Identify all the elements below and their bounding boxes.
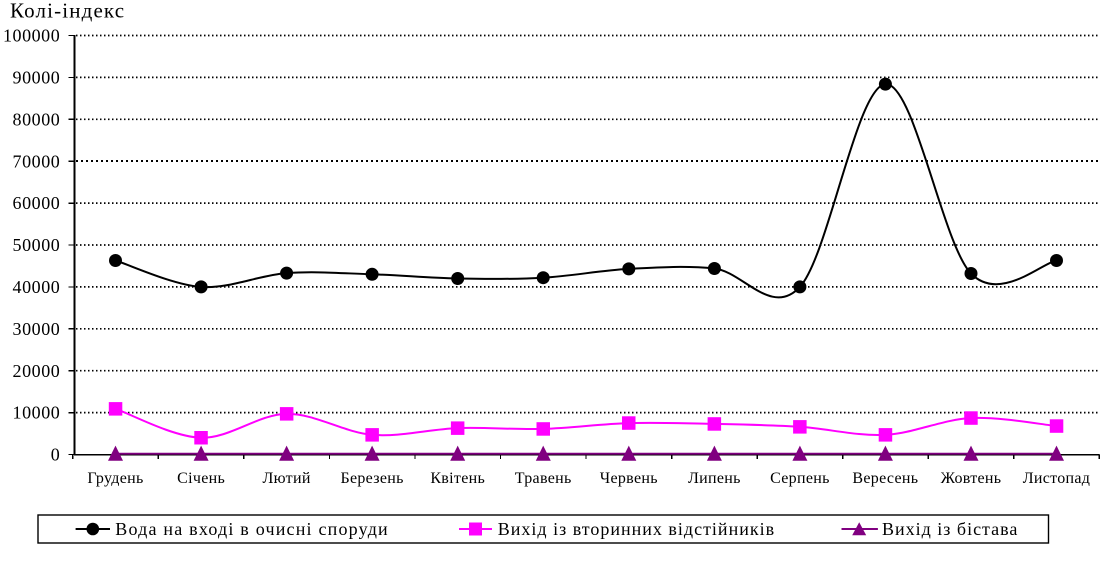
svg-text:80000: 80000 [13,109,61,129]
svg-text:Листопад: Листопад [1023,470,1091,487]
svg-text:Квітень: Квітень [430,470,485,487]
svg-text:Лютий: Лютий [262,470,310,487]
svg-text:Вихід із вторинних відстійникі: Вихід із вторинних відстійників [498,519,775,539]
svg-text:Січень: Січень [177,470,225,487]
svg-text:90000: 90000 [13,68,61,88]
svg-text:Колі-індекс: Колі-індекс [10,0,125,23]
svg-text:Грудень: Грудень [87,470,143,487]
svg-text:20000: 20000 [13,361,61,381]
svg-text:Вихід із бістава: Вихід із бістава [882,519,1018,539]
svg-text:Жовтень: Жовтень [941,470,1002,487]
svg-text:Вода на вході в очисні споруди: Вода на вході в очисні споруди [115,519,389,539]
svg-text:0: 0 [51,445,61,465]
svg-text:Серпень: Серпень [770,470,830,487]
svg-text:30000: 30000 [13,319,61,339]
svg-text:10000: 10000 [13,403,61,423]
svg-text:Вересень: Вересень [852,470,918,487]
svg-text:Травень: Травень [515,470,572,487]
svg-text:Червень: Червень [600,470,658,487]
svg-text:100000: 100000 [3,26,60,46]
svg-text:60000: 60000 [13,193,61,213]
svg-text:Березень: Березень [340,470,403,487]
svg-text:Липень: Липень [688,470,741,487]
svg-text:50000: 50000 [13,235,61,255]
svg-text:40000: 40000 [13,277,61,297]
svg-text:70000: 70000 [13,151,61,171]
